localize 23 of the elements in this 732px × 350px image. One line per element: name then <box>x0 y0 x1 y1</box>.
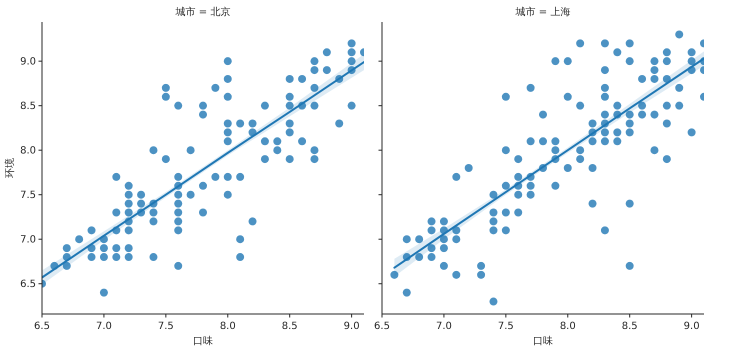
x-tick-label: 9.0 <box>684 321 700 332</box>
x-axis-title: 口味 <box>193 335 213 347</box>
chart-title: 城市 = 上海 <box>514 6 570 18</box>
y-tick-label: 9.0 <box>20 56 36 68</box>
y-tick-label: 6.5 <box>20 279 36 290</box>
x-tick-label: 6.5 <box>374 321 390 332</box>
x-tick-label: 7.0 <box>436 321 452 332</box>
chart-title: 城市 = 北京 <box>174 6 230 18</box>
x-tick-label: 8.0 <box>560 321 576 332</box>
y-tick-label: 7.0 <box>20 234 36 246</box>
y-tick-label: 7.5 <box>20 190 36 202</box>
x-tick-label: 9.0 <box>344 321 360 332</box>
x-tick-label: 8.0 <box>220 321 236 332</box>
x-tick-label: 7.5 <box>498 321 514 332</box>
x-tick-label: 8.5 <box>622 321 638 332</box>
y-tick-label: 8.0 <box>20 146 36 157</box>
x-tick-label: 8.5 <box>282 321 298 332</box>
y-axis-title: 环境 <box>4 158 16 178</box>
x-axis-title: 口味 <box>533 335 553 347</box>
x-tick-label: 7.5 <box>158 321 174 332</box>
y-tick-label: 8.5 <box>20 101 36 112</box>
x-tick-label: 7.0 <box>96 321 112 332</box>
x-tick-label: 6.5 <box>34 321 50 332</box>
